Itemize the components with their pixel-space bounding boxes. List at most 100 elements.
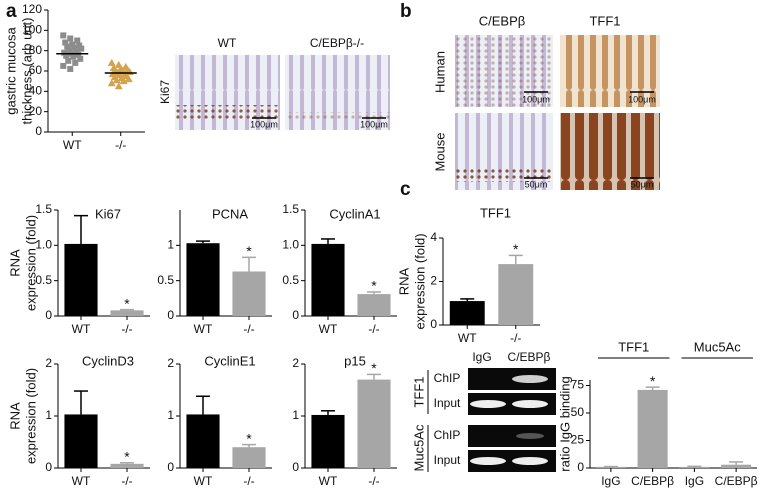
chart: 0 0.5 1 PCNA WT -/- * (157, 206, 272, 336)
y-tick-label: 75 (571, 378, 585, 392)
data-point (107, 79, 116, 87)
y-tick-label: 0 (45, 460, 52, 474)
y-axis-label: expression (fold) (412, 233, 427, 329)
y-tick-label: 40 (29, 84, 43, 98)
chart-title: Ki67 (95, 206, 121, 221)
scale-label: 100μm (250, 119, 278, 129)
bar (232, 271, 266, 316)
group-label: TFF1 (618, 339, 649, 354)
significance-marker: * (371, 360, 377, 376)
y-tick-label: 0 (35, 124, 42, 138)
x-tick-label: WT (63, 138, 82, 152)
scale-label: 100μm (522, 94, 550, 104)
significance-marker: * (124, 449, 130, 465)
image-column-label: WT (218, 36, 237, 50)
bar (110, 463, 144, 468)
x-tick-label: -/- (115, 138, 126, 152)
bar (449, 301, 485, 325)
y-tick-label: 2 (167, 356, 174, 370)
data-point (74, 37, 81, 44)
panel-label: b (400, 1, 412, 22)
gel-row-label: Input (434, 396, 461, 410)
gel-strip (468, 425, 556, 447)
gel: IgG C/EBPβ ChIP Input ChIP Input TFF1 Mu… (411, 350, 556, 472)
bar (232, 447, 266, 468)
lane-label: C/EBPβ (508, 350, 551, 364)
y-tick-label: 100 (22, 23, 42, 37)
bar (186, 243, 220, 316)
bar (186, 414, 220, 468)
image-row-label: Ki67 (158, 80, 172, 104)
data-point (76, 42, 83, 49)
y-tick-label: 4 (430, 230, 437, 244)
x-tick-label: WT (72, 474, 91, 488)
micrograph (560, 113, 660, 190)
micrographs-a: WT C/EBPβ-/- Ki67 100μm 100μm (158, 36, 390, 130)
y-tick-label: 0 (430, 317, 437, 331)
y-tick-label: 0 (577, 460, 584, 474)
y-tick-label: 120 (22, 2, 42, 16)
x-tick-label: IgG (685, 474, 704, 488)
y-axis-label: ratio IgG binding (557, 376, 572, 471)
significance-marker: * (371, 278, 377, 294)
y-axis-label: RNA (7, 249, 22, 277)
y-axis-label: RNA (7, 402, 22, 430)
y-axis-label: expression (fold) (23, 368, 38, 464)
panel-label: c (400, 179, 411, 200)
data-point (61, 49, 68, 56)
y-tick-label: 1.5 (35, 202, 52, 216)
gel-gene-label: TFF1 (411, 376, 426, 407)
chart-title: CyclinE1 (204, 353, 255, 368)
gel-row-label: ChIP (434, 428, 461, 442)
gel-band (516, 433, 544, 439)
data-point (67, 35, 74, 42)
x-tick-label: WT (72, 322, 91, 336)
chart: 0 1 2 RNA expression (fold) CyclinD3 WT -/- * (7, 353, 150, 488)
x-tick-label: WT (458, 331, 477, 345)
group-label: Muc5Ac (694, 339, 741, 354)
x-tick-label: -/- (510, 331, 521, 345)
y-tick-label: 1.5 (282, 202, 299, 216)
x-tick-label: WT (319, 322, 338, 336)
chart-title: PCNA (212, 206, 248, 221)
data-point (62, 39, 69, 46)
y-tick-label: 20 (29, 104, 43, 118)
data-point (73, 48, 80, 55)
y-tick-label: 25 (571, 433, 585, 447)
bar (357, 379, 391, 468)
micrograph-stain (455, 35, 553, 107)
gel-row-label: ChIP (434, 371, 461, 385)
significance-marker: * (650, 373, 656, 389)
y-tick-label: 1.0 (35, 238, 52, 252)
x-tick-label: WT (319, 474, 338, 488)
significance-marker: * (246, 430, 252, 446)
chart: 0 2 4 RNA expression (fold) TFF1 WT -/- * (396, 205, 540, 345)
data-point (70, 53, 77, 60)
data-point (60, 62, 67, 69)
data-point (112, 76, 121, 84)
panel-label: a (6, 1, 17, 22)
y-tick-label: 50 (571, 405, 585, 419)
bar (637, 389, 668, 468)
x-tick-label: -/- (368, 474, 379, 488)
gel-row-label: Input (434, 453, 461, 467)
image-row-label: Human (432, 51, 447, 93)
data-point (72, 59, 79, 66)
gel-band (512, 457, 548, 465)
y-tick-label: 1 (292, 408, 299, 422)
gel-band (470, 400, 506, 408)
chart: 0 1 2 p15 WT -/- * (292, 353, 397, 488)
y-tick-label: 1 (167, 408, 174, 422)
image-column-label: TFF1 (589, 13, 620, 28)
y-tick-label: 80 (29, 43, 43, 57)
data-point (67, 65, 74, 72)
data-point (63, 52, 70, 59)
x-tick-label: -/- (243, 474, 254, 488)
x-tick-label: -/- (243, 322, 254, 336)
micrograph (560, 35, 660, 107)
data-point (64, 43, 71, 50)
y-tick-label: 1 (45, 408, 52, 422)
data-point (107, 58, 116, 66)
bar (721, 464, 752, 468)
